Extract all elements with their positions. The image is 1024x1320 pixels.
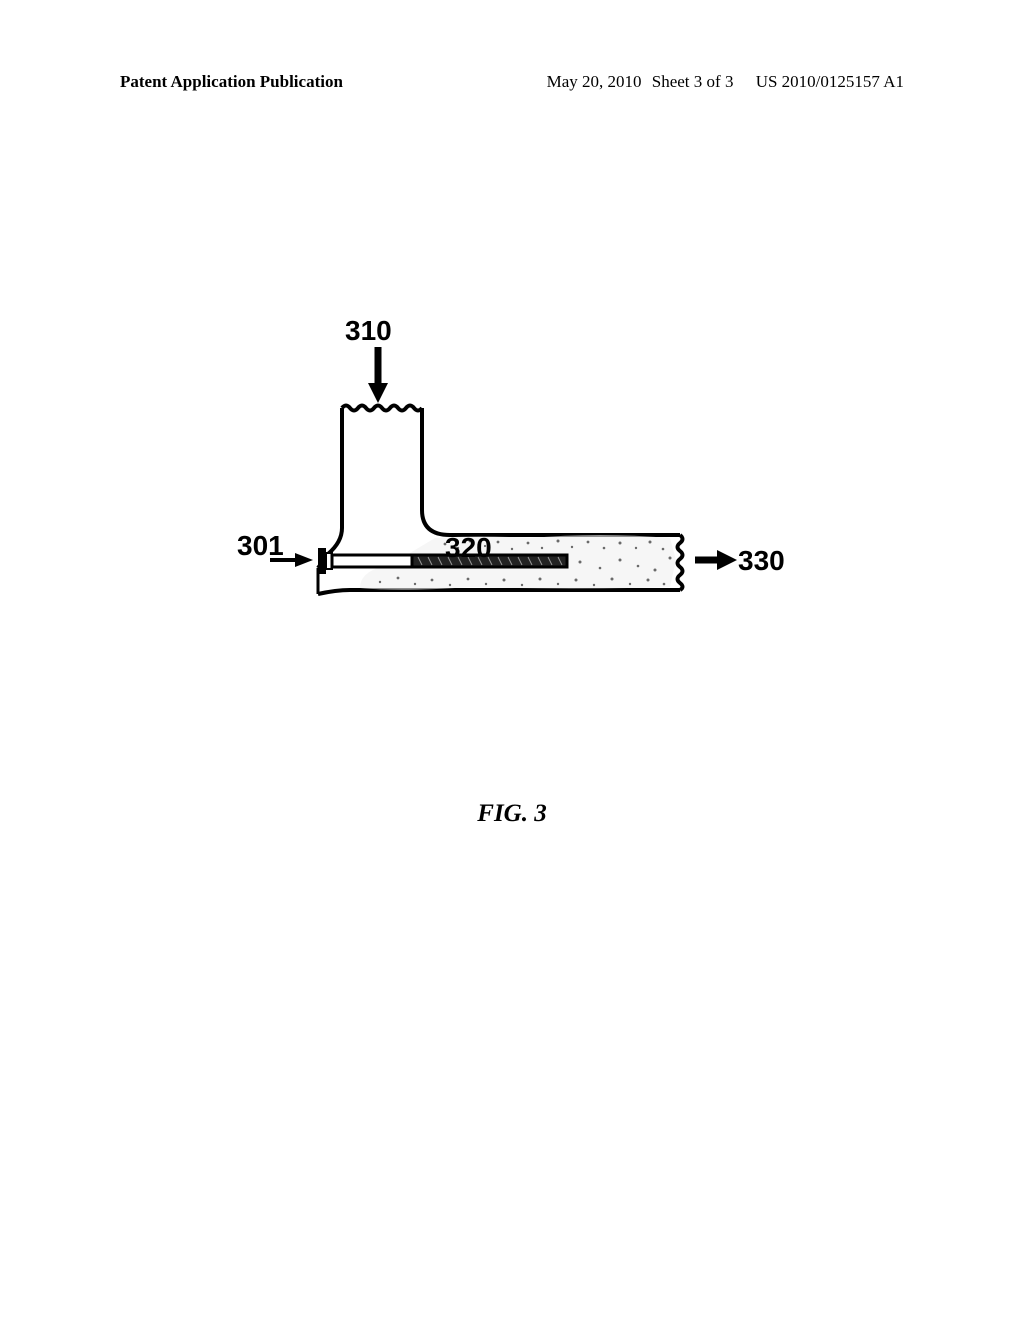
header-docnum: US 2010/0125157 A1: [756, 72, 904, 92]
ref-label-301: 301: [237, 530, 284, 562]
header-sheet: Sheet 3 of 3: [652, 72, 734, 92]
figure-3: 310 301 320 330: [270, 310, 790, 670]
page-header: Patent Application Publication May 20, 2…: [0, 72, 1024, 92]
ref-label-310: 310: [345, 315, 392, 347]
figure-caption: FIG. 3: [0, 800, 1024, 828]
header-right-group: May 20, 2010 Sheet 3 of 3 US 2010/012515…: [527, 72, 904, 92]
arrow-310: [368, 347, 388, 403]
header-publication-type: Patent Application Publication: [120, 72, 343, 92]
ref-label-330: 330: [738, 545, 785, 577]
header-date: May 20, 2010: [547, 72, 642, 92]
figure-svg: [270, 310, 790, 670]
arrow-330: [695, 550, 737, 570]
ref-label-320: 320: [445, 532, 492, 564]
